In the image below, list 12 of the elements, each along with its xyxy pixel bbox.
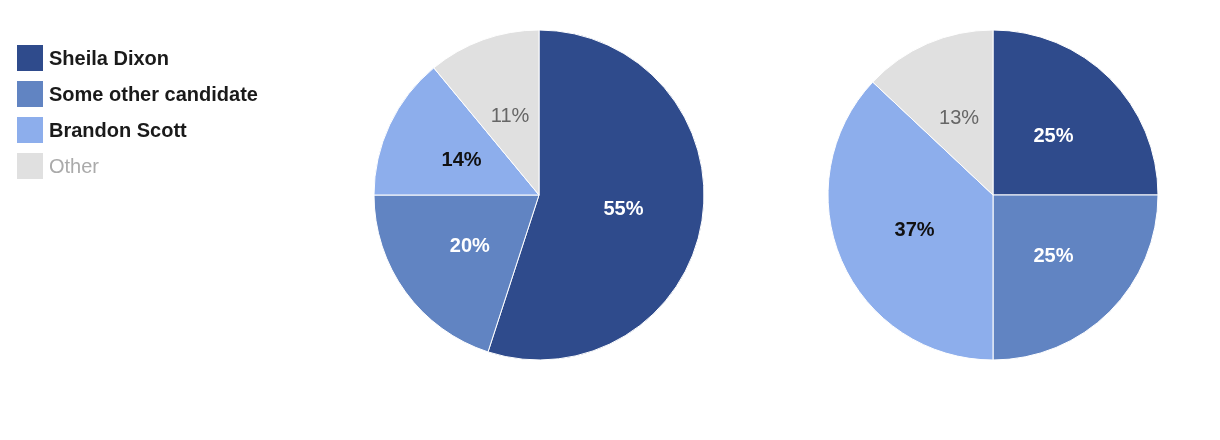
- legend-label: Brandon Scott: [49, 119, 188, 141]
- data-label: 13%: [939, 105, 980, 128]
- data-label: 11%: [490, 103, 530, 126]
- legend-label: Sheila Dixon: [49, 47, 170, 69]
- data-label: 25%: [1033, 123, 1074, 146]
- legend-label: Some other candidate: [49, 83, 258, 105]
- data-label: 55%: [603, 197, 644, 220]
- data-label: 25%: [1033, 244, 1074, 267]
- data-label: 37%: [894, 217, 935, 240]
- data-label: 14%: [441, 147, 482, 170]
- data-label: 20%: [449, 234, 491, 257]
- legend-label: Other: [49, 155, 100, 177]
